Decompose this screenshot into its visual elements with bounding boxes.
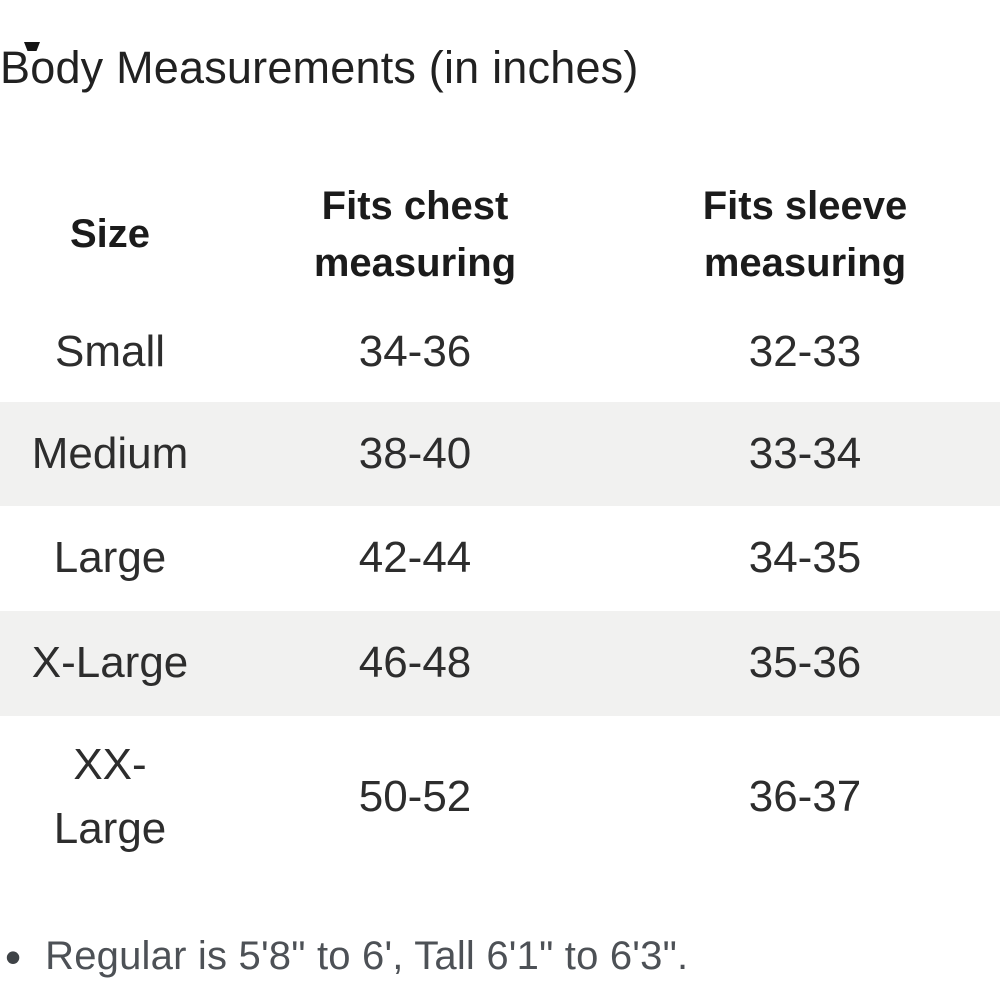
cell-size: Large bbox=[0, 506, 220, 611]
cell-size: XX-Large bbox=[0, 716, 220, 878]
footnote: • Regular is 5'8" to 6', Tall 6'1" to 6'… bbox=[0, 934, 1000, 980]
size-label: Large bbox=[53, 533, 167, 583]
cell-sleeve: 32-33 bbox=[748, 326, 862, 376]
cell-sleeve: 36-37 bbox=[748, 771, 862, 821]
table-row-large: Large 42-44 34-35 bbox=[0, 506, 1000, 611]
table-header-row: Size Fits chest measuring Fits sleeve me… bbox=[0, 168, 1000, 302]
column-header-chest-label: Fits chest measuring bbox=[313, 183, 517, 285]
table-row-medium: Medium 38-40 33-34 bbox=[0, 401, 1000, 506]
cell-size: Small bbox=[0, 302, 220, 402]
column-header-sleeve: Fits sleeve measuring bbox=[610, 168, 1000, 302]
cell-chest: 42-44 bbox=[358, 533, 472, 583]
cell-chest: 50-52 bbox=[358, 771, 472, 821]
column-header-chest: Fits chest measuring bbox=[220, 168, 610, 302]
size-chart-table: Size Fits chest measuring Fits sleeve me… bbox=[0, 168, 1000, 878]
size-label: Medium bbox=[31, 428, 189, 478]
bullet-icon: • bbox=[5, 930, 22, 983]
size-chart-page: Body Measurements (in inches) Size Fits … bbox=[0, 42, 1000, 1000]
cell-sleeve: 34-35 bbox=[748, 533, 862, 583]
column-header-sleeve-label: Fits sleeve measuring bbox=[702, 183, 908, 285]
cell-sleeve: 33-34 bbox=[748, 428, 862, 478]
cell-chest: 46-48 bbox=[358, 638, 472, 688]
table-row-x-large: X-Large 46-48 35-36 bbox=[0, 610, 1000, 716]
size-label: Small bbox=[54, 326, 166, 376]
size-label: X-Large bbox=[31, 638, 189, 688]
footnote-text: Regular is 5'8" to 6', Tall 6'1" to 6'3"… bbox=[45, 934, 689, 979]
page-title: Body Measurements (in inches) bbox=[0, 42, 639, 93]
table-row-xx-large: XX-Large 50-52 36-37 bbox=[0, 716, 1000, 878]
size-label: XX-Large bbox=[53, 739, 167, 853]
cell-chest: 38-40 bbox=[358, 428, 472, 478]
table-row-small: Small 34-36 32-33 bbox=[0, 302, 1000, 402]
cell-chest: 34-36 bbox=[358, 326, 472, 376]
cutoff-glyph-fragment bbox=[24, 42, 40, 51]
cell-size: Medium bbox=[0, 402, 220, 506]
column-header-size: Size bbox=[0, 168, 220, 302]
cell-size: X-Large bbox=[0, 611, 220, 716]
cell-sleeve: 35-36 bbox=[748, 638, 862, 688]
column-header-size-label: Size bbox=[69, 212, 151, 257]
